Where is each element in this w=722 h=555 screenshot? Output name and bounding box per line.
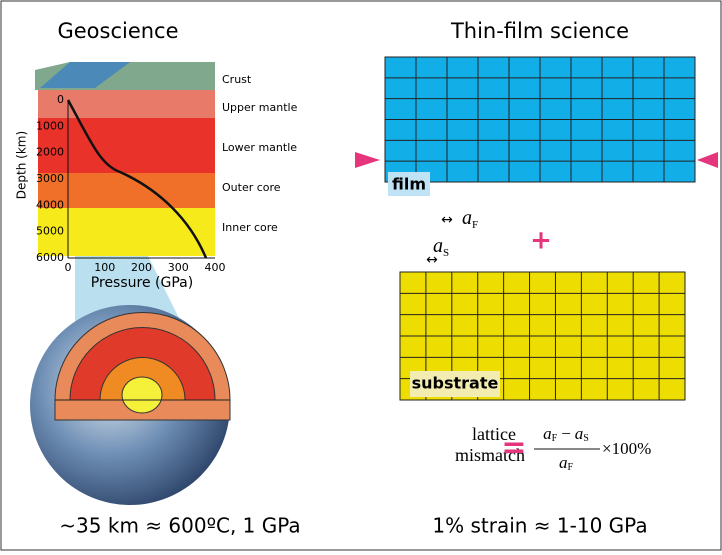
formula-factor: ×100%	[602, 439, 651, 458]
left-caption: ~35 km ≈ 600ºC, 1 GPa	[59, 514, 300, 538]
layer-label: Crust	[222, 73, 252, 86]
formula-equals: =	[501, 431, 526, 466]
y-tick-label: 6000	[36, 251, 64, 264]
layer-label: Lower mantle	[222, 141, 297, 154]
compress-arrow-left	[355, 152, 380, 168]
left-title: Geoscience	[57, 19, 178, 43]
ocean	[40, 62, 130, 88]
symbol: a	[433, 235, 443, 257]
symbol: a	[462, 207, 472, 229]
y-tick-label: 1000	[36, 119, 64, 132]
a-film: aF	[462, 207, 478, 231]
y-tick-label: 0	[57, 93, 64, 106]
symbol: a	[575, 424, 584, 443]
layer-label: Inner core	[222, 221, 278, 234]
layer-labels: Crust Upper mantle Lower mantle Outer core I…	[222, 73, 298, 234]
zoom-funnel	[75, 240, 185, 330]
film-label: film	[392, 175, 426, 194]
lower-mantle-band	[38, 118, 215, 173]
compress-arrow-right	[697, 152, 718, 168]
x-axis-label: Pressure (GPa)	[91, 275, 193, 291]
formula-word2: mismatch	[455, 445, 525, 465]
x-tick-label: 200	[131, 261, 152, 274]
y-axis-label: Depth (km)	[15, 131, 29, 199]
y-tick-label: 4000	[36, 198, 64, 211]
film-lattice	[384, 56, 696, 183]
earth-inner-core	[121, 376, 163, 414]
x-tick-label: 400	[205, 261, 226, 274]
symbol: a	[559, 453, 568, 472]
upper-mantle-band	[38, 90, 215, 118]
pressure-curve	[66, 99, 208, 259]
right-caption: 1% strain ≈ 1-10 GPa	[432, 514, 647, 538]
film-label-bg	[388, 172, 430, 196]
y-tick-label: 2000	[36, 146, 64, 159]
substrate-label: substrate	[412, 374, 499, 393]
x-tick-label: 0	[65, 261, 72, 274]
formula-denominator: aF	[559, 453, 574, 473]
symbol: a	[543, 424, 552, 443]
minus: −	[561, 424, 571, 443]
plus: +	[530, 226, 552, 256]
subscript: F	[552, 433, 558, 444]
subscript: F	[472, 219, 478, 231]
y-tick-label: 3000	[36, 172, 64, 185]
substrate-label-bg	[410, 371, 500, 397]
layer-label: Upper mantle	[222, 101, 298, 114]
a-substrate: aS	[433, 235, 449, 259]
right-title: Thin-film science	[450, 19, 629, 43]
subscript: F	[567, 462, 573, 473]
x-tick-label: 100	[94, 261, 115, 274]
y-tick-label: 5000	[36, 225, 64, 238]
arrow-substrate: ↔	[426, 252, 438, 268]
formula-word1: lattice	[472, 424, 516, 444]
inner-core-band	[38, 208, 215, 256]
subscript: S	[583, 433, 589, 444]
outer-core-band	[38, 173, 215, 208]
arrow-film: ↔	[441, 212, 453, 228]
x-tick-label: 300	[168, 261, 189, 274]
formula-numerator: aF − aS	[543, 424, 589, 444]
subscript: S	[443, 247, 449, 259]
layer-label: Outer core	[222, 181, 281, 194]
